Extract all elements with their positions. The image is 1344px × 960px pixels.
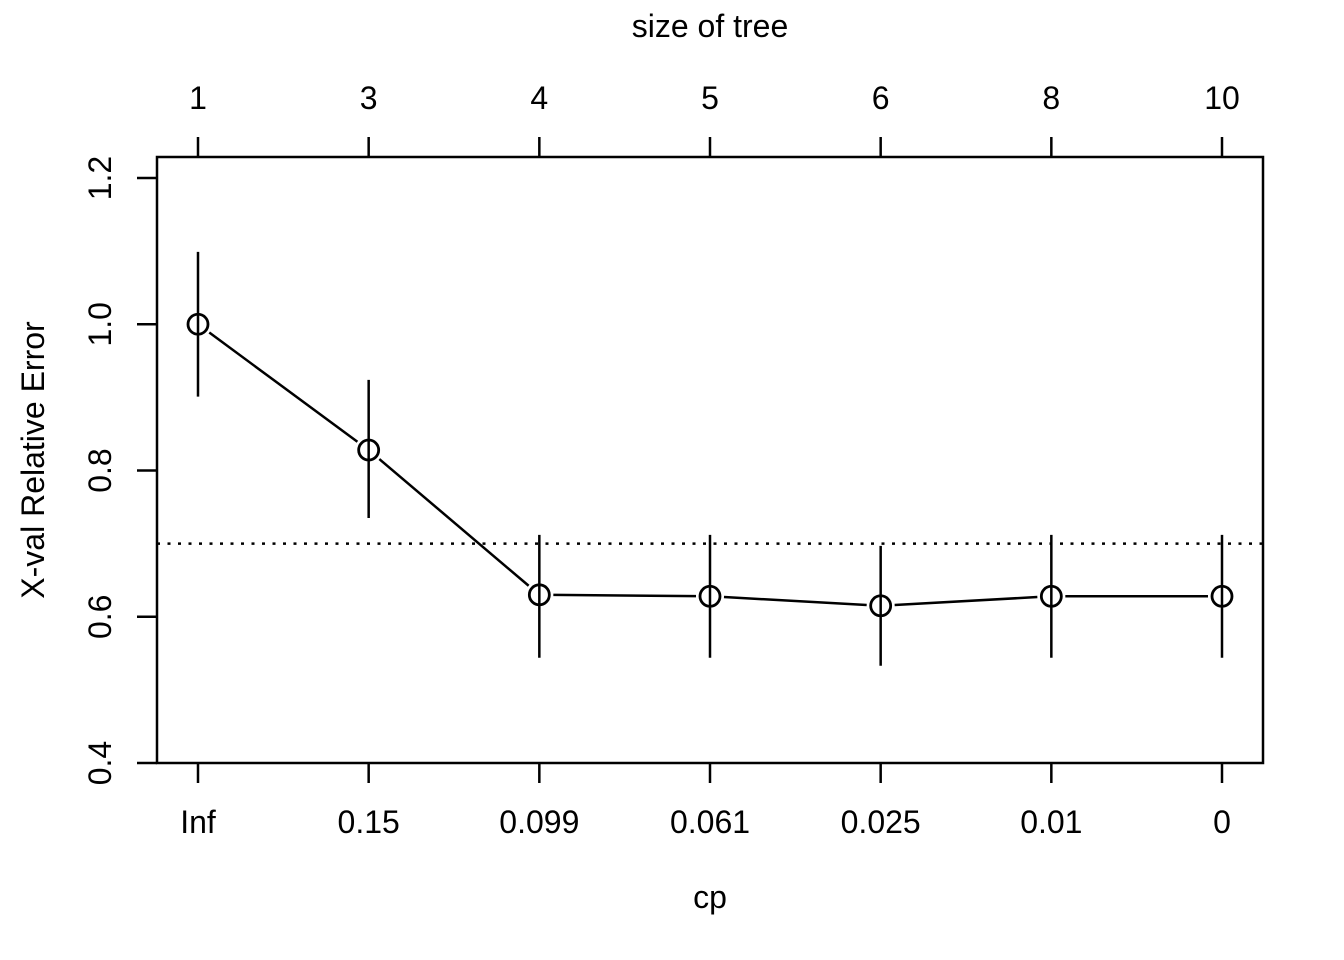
top-axis: 1 3 4 5 6 8 10 (189, 80, 1240, 157)
bottom-axis: Inf 0.15 0.099 0.061 0.025 0.01 0 (180, 763, 1231, 840)
top-tick-label: 1 (189, 80, 207, 116)
data-point-marker (698, 584, 722, 608)
series-segment (723, 595, 867, 607)
bottom-tick-label: 0.15 (338, 804, 400, 840)
x-axis-title: cp (693, 879, 727, 915)
left-tick-label: 0.8 (82, 448, 118, 492)
data-point-marker (1210, 584, 1234, 608)
data-point-marker (869, 594, 893, 618)
left-tick-label: 0.4 (82, 741, 118, 785)
series-line (208, 331, 1208, 607)
data-point-marker (357, 438, 381, 462)
bottom-tick-label: 0 (1213, 804, 1231, 840)
data-point-marker (527, 583, 551, 607)
data-point-marker (1039, 584, 1063, 608)
top-tick-label: 6 (872, 80, 890, 116)
left-tick-label: 0.6 (82, 595, 118, 639)
left-tick-label: 1.2 (82, 156, 118, 200)
top-tick-label: 3 (360, 80, 378, 116)
left-axis: 0.4 0.6 0.8 1.0 1.2 (82, 156, 157, 785)
top-tick-label: 4 (530, 80, 548, 116)
series-segment (378, 458, 530, 587)
series-segment (894, 595, 1038, 607)
data-point-marker (186, 312, 210, 336)
top-tick-label: 5 (701, 80, 719, 116)
top-tick-label: 10 (1204, 80, 1240, 116)
top-axis-title: size of tree (632, 8, 789, 44)
data-point-markers (186, 312, 1234, 618)
bottom-tick-label: 0.025 (841, 804, 921, 840)
bottom-tick-label: Inf (180, 804, 216, 840)
bottom-tick-label: 0.01 (1020, 804, 1082, 840)
y-axis-title: X-val Relative Error (15, 321, 51, 599)
error-bars (196, 251, 1224, 666)
top-tick-label: 8 (1042, 80, 1060, 116)
series-segment (553, 593, 697, 598)
left-tick-label: 1.0 (82, 302, 118, 346)
series-segment (208, 331, 359, 443)
bottom-tick-label: 0.099 (499, 804, 579, 840)
bottom-tick-label: 0.061 (670, 804, 750, 840)
